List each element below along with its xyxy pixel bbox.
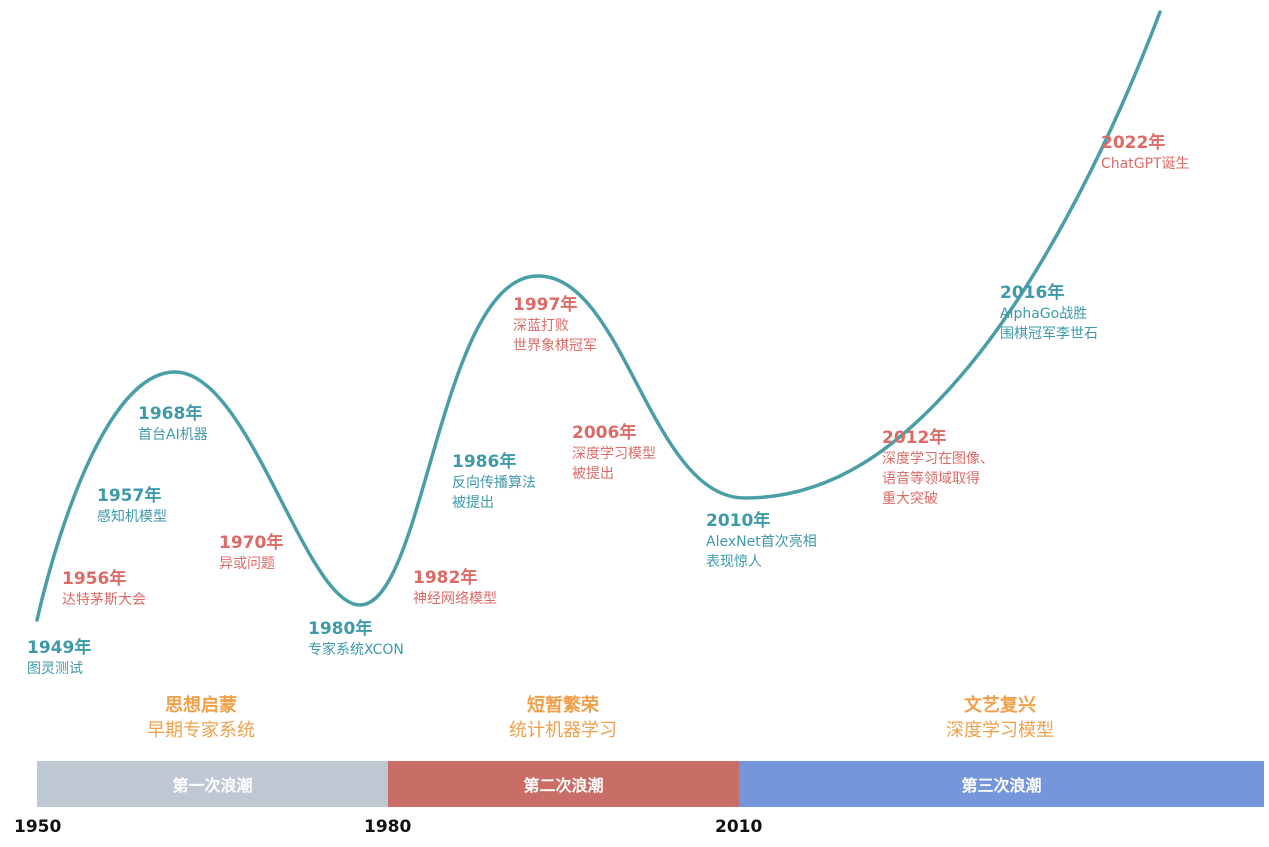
event-year: 2010年 <box>706 511 771 531</box>
event-desc: 异或问题 <box>219 556 275 572</box>
event-desc: ChatGPT诞生 <box>1101 156 1190 172</box>
wave-label: 第三次浪潮 <box>961 776 1042 795</box>
event-year: 1982年 <box>413 568 478 588</box>
wave-label: 第二次浪潮 <box>523 776 604 795</box>
event-desc: 专家系统XCON <box>308 642 404 658</box>
event-desc: 深度学习在图像、 <box>882 451 994 467</box>
event-desc: 深蓝打败 <box>513 318 569 334</box>
era-enlightenment: 思想启蒙 早期专家系统 <box>41 694 361 744</box>
event-2022: 2022年 ChatGPT诞生 <box>1101 132 1190 174</box>
event-year: 2012年 <box>882 428 947 448</box>
event-desc: 首台AI机器 <box>138 427 208 443</box>
event-year: 1956年 <box>62 569 127 589</box>
event-2006: 2006年 深度学习模型 被提出 <box>572 422 656 484</box>
event-year: 1970年 <box>219 533 284 553</box>
event-1997: 1997年 深蓝打败 世界象棋冠军 <box>513 294 597 356</box>
wave-label: 第一次浪潮 <box>172 776 253 795</box>
event-1980: 1980年 专家系统XCON <box>308 618 404 660</box>
wave-second: 第二次浪潮 <box>388 761 739 807</box>
event-year: 2006年 <box>572 423 637 443</box>
event-desc: 世界象棋冠军 <box>513 338 597 354</box>
era-title: 短暂繁荣 <box>527 695 599 716</box>
event-1982: 1982年 神经网络模型 <box>413 567 497 609</box>
era-subtitle: 统计机器学习 <box>509 720 617 741</box>
event-desc: 被提出 <box>572 466 614 482</box>
event-2012: 2012年 深度学习在图像、 语音等领域取得 重大突破 <box>882 427 994 509</box>
event-1949: 1949年 图灵测试 <box>27 637 91 679</box>
event-desc: 重大突破 <box>882 491 938 507</box>
event-desc: AlphaGo战胜 <box>1000 306 1088 322</box>
event-desc: 表现惊人 <box>706 554 762 570</box>
event-1986: 1986年 反向传播算法 被提出 <box>452 451 536 513</box>
event-desc: AlexNet首次亮相 <box>706 534 817 550</box>
era-brief-prosperity: 短暂繁荣 统计机器学习 <box>403 694 723 744</box>
era-title: 文艺复兴 <box>964 695 1036 716</box>
era-renaissance: 文艺复兴 深度学习模型 <box>840 694 1160 744</box>
event-1956: 1956年 达特茅斯大会 <box>62 568 146 610</box>
event-1970: 1970年 异或问题 <box>219 532 283 574</box>
event-desc: 深度学习模型 <box>572 446 656 462</box>
event-desc: 反向传播算法 <box>452 475 536 491</box>
event-desc: 被提出 <box>452 495 494 511</box>
event-year: 2016年 <box>1000 283 1065 303</box>
event-desc: 围棋冠军李世石 <box>1000 326 1098 342</box>
event-desc: 感知机模型 <box>97 509 167 525</box>
axis-year-2010: 2010 <box>715 817 763 837</box>
event-year: 1986年 <box>452 452 517 472</box>
era-subtitle: 深度学习模型 <box>946 720 1054 741</box>
event-desc: 神经网络模型 <box>413 591 497 607</box>
event-year: 1997年 <box>513 295 578 315</box>
event-year: 1968年 <box>138 404 203 424</box>
event-2016: 2016年 AlphaGo战胜 围棋冠军李世石 <box>1000 282 1098 344</box>
axis-year-1950: 1950 <box>14 817 62 837</box>
event-desc: 语音等领域取得 <box>882 471 980 487</box>
axis-year-1980: 1980 <box>364 817 412 837</box>
era-subtitle: 早期专家系统 <box>147 720 255 741</box>
event-year: 1980年 <box>308 619 373 639</box>
event-year: 1949年 <box>27 638 92 658</box>
event-year: 2022年 <box>1101 133 1166 153</box>
event-2010: 2010年 AlexNet首次亮相 表现惊人 <box>706 510 817 572</box>
event-desc: 达特茅斯大会 <box>62 592 146 608</box>
event-year: 1957年 <box>97 486 162 506</box>
event-1957: 1957年 感知机模型 <box>97 485 167 527</box>
trend-curve-line <box>35 10 1162 622</box>
event-1968: 1968年 首台AI机器 <box>138 403 208 445</box>
wave-third: 第三次浪潮 <box>739 761 1264 807</box>
wave-first: 第一次浪潮 <box>37 761 388 807</box>
era-title: 思想启蒙 <box>165 695 237 716</box>
event-desc: 图灵测试 <box>27 661 83 677</box>
